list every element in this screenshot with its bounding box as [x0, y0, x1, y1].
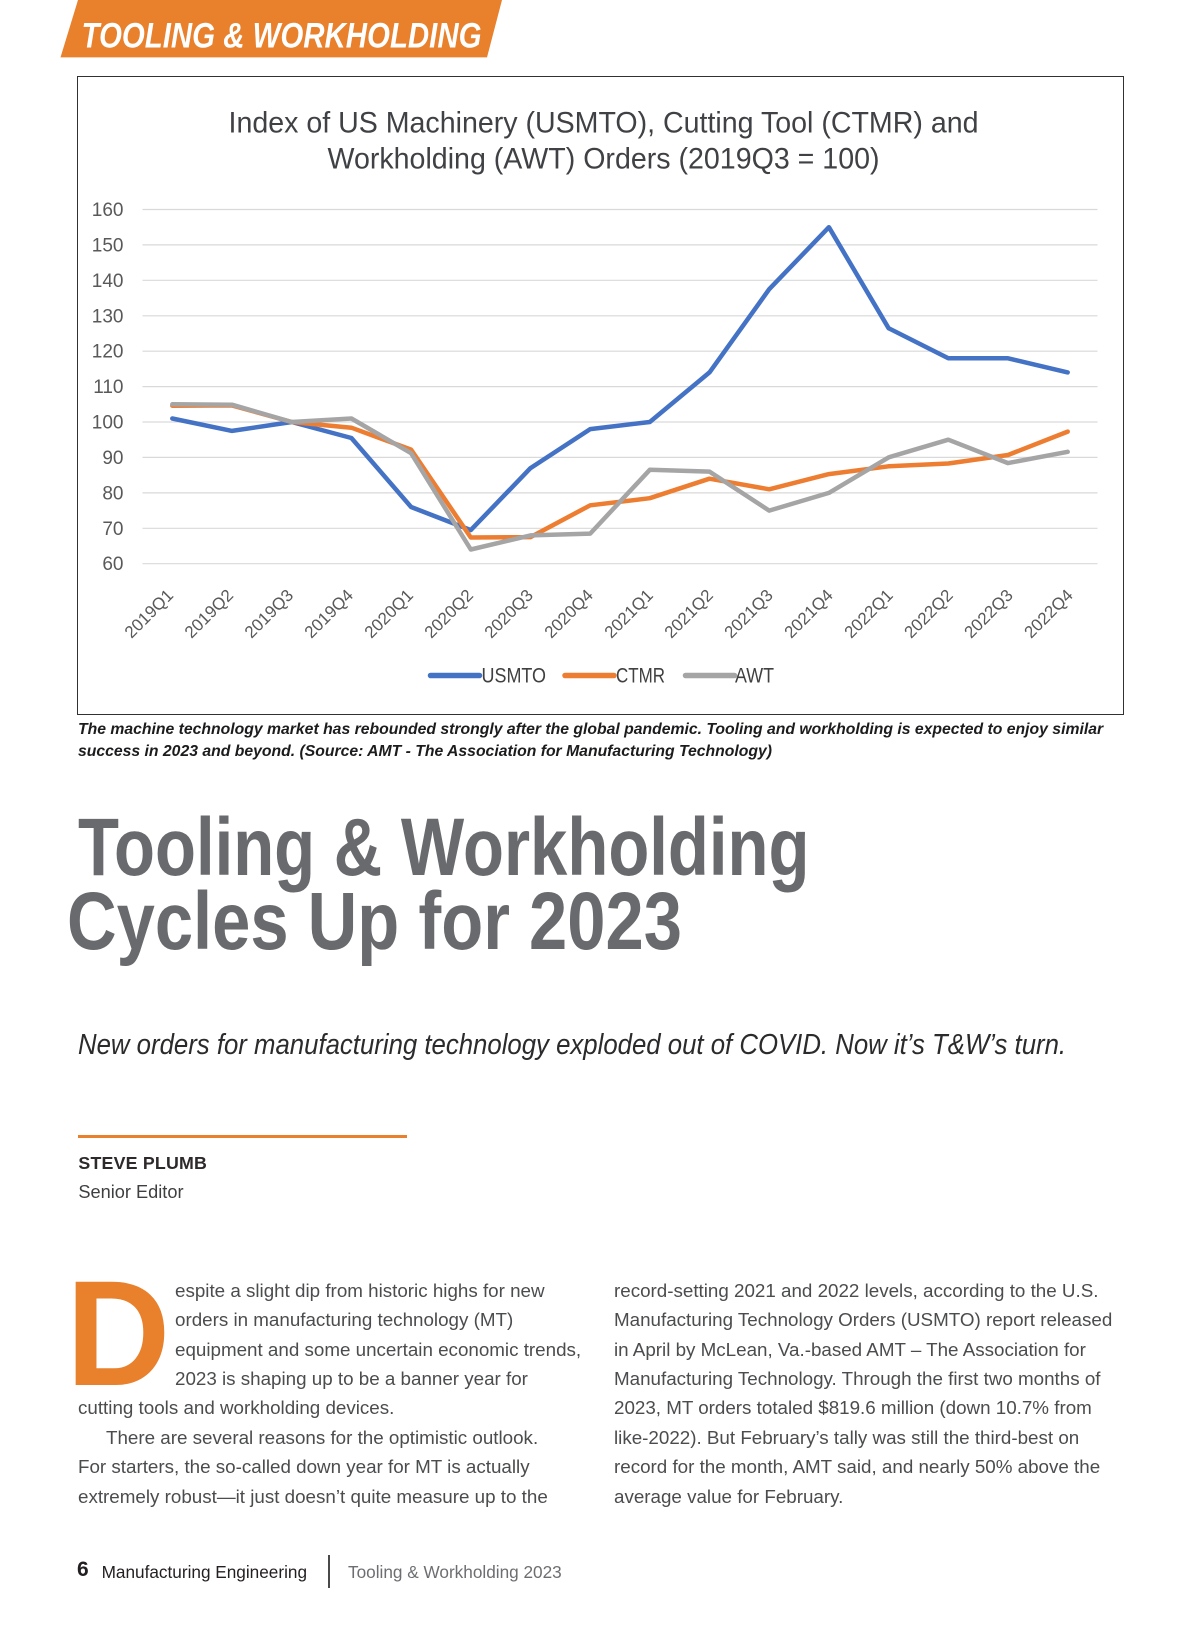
svg-text:70: 70	[102, 519, 123, 540]
svg-text:2019Q1: 2019Q1	[121, 586, 177, 642]
svg-text:AWT: AWT	[735, 665, 774, 688]
svg-text:2022Q4: 2022Q4	[1021, 586, 1077, 642]
svg-text:Workholding (AWT) Orders (2019: Workholding (AWT) Orders (2019Q3 = 100)	[328, 143, 880, 176]
svg-text:90: 90	[102, 448, 123, 469]
svg-text:2019Q2: 2019Q2	[181, 586, 237, 642]
svg-text:110: 110	[93, 377, 123, 398]
svg-text:120: 120	[92, 342, 124, 363]
svg-text:USMTO: USMTO	[482, 665, 547, 688]
svg-text:2020Q1: 2020Q1	[361, 586, 417, 642]
svg-text:80: 80	[102, 483, 123, 504]
svg-text:150: 150	[92, 235, 124, 256]
svg-text:2022Q3: 2022Q3	[961, 586, 1017, 642]
svg-text:2022Q1: 2022Q1	[841, 586, 897, 642]
svg-text:2020Q4: 2020Q4	[541, 586, 597, 642]
svg-text:60: 60	[102, 554, 123, 575]
svg-text:2019Q4: 2019Q4	[301, 586, 357, 642]
svg-text:Index of US Machinery (USMTO),: Index of US Machinery (USMTO), Cutting T…	[229, 107, 979, 140]
svg-text:2021Q4: 2021Q4	[781, 586, 837, 642]
svg-text:2022Q2: 2022Q2	[901, 586, 957, 642]
svg-text:TOOLING & WORKHOLDING: TOOLING & WORKHOLDING	[81, 16, 481, 55]
svg-text:130: 130	[92, 306, 124, 327]
svg-text:2021Q2: 2021Q2	[661, 586, 717, 642]
svg-text:140: 140	[92, 271, 124, 292]
svg-text:2021Q3: 2021Q3	[721, 586, 777, 642]
svg-text:CTMR: CTMR	[616, 665, 665, 688]
svg-text:100: 100	[92, 413, 124, 434]
svg-text:2021Q1: 2021Q1	[601, 586, 657, 642]
svg-text:160: 160	[92, 200, 124, 221]
svg-text:2019Q3: 2019Q3	[241, 586, 297, 642]
svg-text:2020Q3: 2020Q3	[481, 586, 537, 642]
svg-text:2020Q2: 2020Q2	[421, 586, 477, 642]
